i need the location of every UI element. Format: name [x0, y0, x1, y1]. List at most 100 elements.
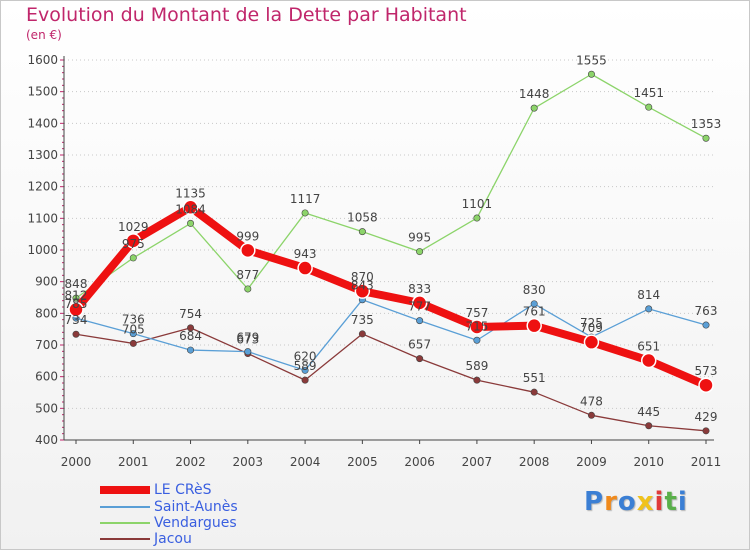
legend-label-jacou: Jacou — [154, 531, 192, 547]
data-label-jacou: 445 — [637, 405, 660, 419]
y-tick-label: 1600 — [27, 53, 58, 67]
legend-swatch-le-cres — [100, 486, 150, 494]
data-point-saint-aun-s — [530, 300, 538, 308]
data-point-vendargues — [587, 70, 595, 78]
data-point-vendargues — [244, 285, 252, 293]
y-tick-label: 1300 — [27, 148, 58, 162]
data-point-le-cr-s — [68, 301, 84, 318]
data-point-vendargues — [358, 228, 366, 236]
data-label-le-cr-s: 573 — [695, 364, 718, 378]
data-label-jacou: 735 — [351, 313, 374, 327]
legend-item-le-cres: LE CRèS — [100, 482, 360, 498]
data-label-vendargues: 1117 — [290, 192, 321, 206]
data-label-saint-aun-s: 814 — [637, 288, 660, 302]
data-point-jacou — [587, 411, 595, 419]
data-label-vendargues: 877 — [236, 268, 259, 282]
series-line-jacou — [75, 327, 707, 432]
y-tick-label: 1000 — [27, 243, 58, 257]
y-tick-label: 1200 — [27, 180, 58, 194]
data-label-vendargues: 1084 — [175, 202, 206, 216]
data-point-le-cr-s — [583, 334, 600, 350]
data-point-jacou — [358, 330, 366, 338]
data-point-vendargues — [129, 254, 137, 262]
x-tick-label: 2011 — [691, 455, 722, 469]
logo-letter: P — [584, 487, 605, 517]
data-label-jacou: 589 — [294, 359, 317, 373]
legend-label-le-cres: LE CRèS — [154, 482, 212, 498]
data-label-vendargues: 975 — [122, 237, 145, 251]
data-label-le-cr-s: 833 — [408, 282, 431, 296]
data-point-le-cr-s — [182, 199, 199, 215]
data-point-jacou — [530, 388, 538, 396]
data-label-le-cr-s: 943 — [294, 247, 317, 261]
data-label-saint-aun-s: 777 — [408, 300, 431, 314]
x-tick-label: 2004 — [290, 455, 321, 469]
data-point-jacou — [187, 324, 195, 332]
data-label-le-cr-s: 812 — [65, 289, 88, 303]
data-label-saint-aun-s: 763 — [695, 304, 718, 318]
y-tick-label: 1400 — [27, 116, 58, 130]
data-point-le-cr-s — [240, 242, 256, 259]
data-label-vendargues: 1451 — [633, 86, 664, 100]
data-point-le-cr-s — [698, 377, 714, 393]
data-label-vendargues: 1555 — [576, 53, 607, 67]
data-point-saint-aun-s — [301, 366, 309, 374]
legend-swatch-vendargues — [100, 522, 150, 524]
data-point-jacou — [645, 422, 653, 430]
data-point-le-cr-s — [297, 260, 313, 276]
legend-item-jacou: Jacou — [100, 531, 360, 547]
data-point-le-cr-s — [354, 283, 371, 299]
data-label-vendargues: 1353 — [691, 117, 722, 131]
logo-letter: i — [677, 487, 688, 517]
legend-item-vendargues: Vendargues — [100, 515, 360, 531]
data-point-vendargues — [416, 248, 424, 256]
y-tick-label: 800 — [35, 306, 58, 320]
y-tick-label: 400 — [35, 433, 58, 447]
y-tick-label: 700 — [35, 338, 58, 352]
data-label-jacou: 705 — [122, 322, 145, 336]
data-point-vendargues — [530, 104, 538, 112]
data-label-jacou: 657 — [408, 338, 431, 352]
data-label-vendargues: 995 — [408, 231, 431, 245]
data-point-vendargues — [187, 219, 195, 227]
data-point-jacou — [129, 339, 137, 347]
data-point-vendargues — [72, 294, 80, 302]
data-point-vendargues — [702, 134, 710, 142]
x-tick-label: 2010 — [633, 455, 664, 469]
data-label-le-cr-s: 761 — [523, 305, 546, 319]
data-point-jacou — [473, 376, 481, 384]
data-label-saint-aun-s: 830 — [523, 283, 546, 297]
data-label-le-cr-s: 999 — [236, 229, 259, 243]
data-label-le-cr-s: 1135 — [175, 186, 206, 200]
x-tick-label: 2005 — [347, 455, 378, 469]
data-point-jacou — [416, 355, 424, 363]
logo-letter: x — [636, 487, 655, 517]
data-point-le-cr-s — [469, 319, 485, 335]
data-label-le-cr-s: 870 — [351, 270, 374, 284]
data-point-le-cr-s — [125, 233, 142, 249]
y-tick-label: 600 — [35, 370, 58, 384]
x-tick-label: 2000 — [61, 455, 92, 469]
data-point-vendargues — [301, 209, 309, 217]
data-point-jacou — [72, 330, 80, 338]
x-tick-label: 2003 — [233, 455, 264, 469]
data-point-saint-aun-s — [473, 336, 481, 344]
legend-swatch-jacou — [100, 538, 150, 540]
data-label-saint-aun-s: 785 — [65, 297, 88, 311]
data-point-saint-aun-s — [645, 305, 653, 313]
chart-unit: (en €) — [26, 28, 62, 42]
data-label-jacou: 589 — [465, 359, 488, 373]
data-label-jacou: 429 — [695, 410, 718, 424]
series-line-le-cr-s — [72, 203, 710, 390]
chart-title: Evolution du Montant de la Dette par Hab… — [26, 4, 467, 26]
data-point-jacou — [301, 376, 309, 384]
data-label-jacou: 478 — [580, 394, 603, 408]
data-point-saint-aun-s — [416, 317, 424, 325]
data-label-saint-aun-s: 620 — [294, 349, 317, 363]
data-label-vendargues: 1058 — [347, 211, 378, 225]
series-line-vendargues — [75, 73, 707, 299]
data-label-saint-aun-s: 715 — [465, 319, 488, 333]
data-point-jacou — [702, 427, 710, 435]
y-tick-label: 1500 — [27, 85, 58, 99]
